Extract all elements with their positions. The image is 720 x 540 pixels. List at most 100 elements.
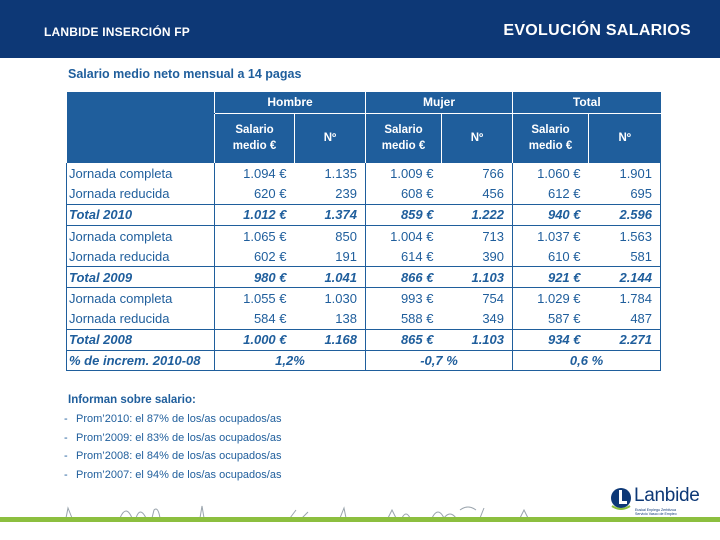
- salary-cell: 610 €: [512, 246, 589, 267]
- count-cell: 754: [441, 287, 514, 309]
- salary-cell: 1.009 €: [365, 163, 442, 184]
- count-cell: 2.271: [588, 328, 662, 351]
- header-bar: LANBIDE INSERCIÓN FP EVOLUCIÓN SALARIOS: [0, 0, 720, 58]
- count-cell: 2.144: [588, 266, 662, 289]
- count-cell: 1.784: [588, 287, 662, 309]
- count-cell: 1.041: [294, 266, 366, 289]
- info-item-text: Prom’2009: el 83% de los/as ocupados/as: [76, 431, 282, 444]
- salary-cell: 1.055 €: [214, 287, 295, 309]
- info-item: - Prom’2010: el 87% de los/as ocupados/as: [64, 410, 282, 429]
- row-label: Jornada reducida: [66, 308, 215, 330]
- table-row: Jornada completa 1.055 €1.030 993 €754 1.02…: [66, 287, 662, 309]
- table-row: Jornada reducida 602 €191 614 €390 610 €581: [66, 246, 662, 267]
- bullet: -: [64, 413, 68, 425]
- salary-table: Hombre Mujer Total Salario medio € Nº Sa…: [66, 92, 662, 372]
- count-cell: 191: [294, 246, 366, 267]
- salary-cell: 620 €: [214, 183, 295, 205]
- logo-sub-line: Servicio Vasco de Empleo: [635, 512, 677, 516]
- table-row: Jornada completa 1.065 €850 1.004 €713 1.03…: [66, 225, 662, 247]
- count-cell: 766: [441, 163, 514, 184]
- subheader-count-mujer: Nº: [440, 113, 513, 163]
- group-header-total: Total: [512, 92, 661, 114]
- count-cell: 1.222: [441, 204, 514, 226]
- count-cell: 1.374: [294, 204, 366, 226]
- count-cell: 1.135: [294, 163, 366, 184]
- salary-cell: 934 €: [512, 328, 589, 351]
- subheader-count-hombre: Nº: [294, 113, 366, 163]
- count-cell: 349: [441, 308, 514, 330]
- table-row: Jornada reducida 620 €239 608 €456 612 €695: [66, 183, 662, 205]
- count-cell: 138: [294, 308, 366, 330]
- group-header-hombre: Hombre: [214, 92, 366, 114]
- lanbide-logo-subtext: Euskal Enplegu Zerbitzua Servicio Vasco …: [635, 508, 707, 516]
- info-item: - Prom’2008: el 84% de los/as ocupados/as: [64, 447, 282, 466]
- info-section: Informan sobre salario: - Prom’2010: el 8…: [64, 394, 282, 485]
- bullet: -: [64, 468, 68, 481]
- row-label: Jornada completa: [66, 287, 215, 309]
- salary-cell: 1.000 €: [214, 328, 295, 351]
- salary-cell: 993 €: [365, 287, 442, 309]
- salary-cell: 921 €: [512, 266, 589, 289]
- salary-cell: 1.012 €: [214, 204, 295, 226]
- info-item-text: Prom’2008: el 84% de los/as ocupados/as: [76, 450, 282, 463]
- row-label: Total 2008: [66, 328, 215, 351]
- count-cell: 456: [441, 183, 514, 205]
- count-cell: 1.168: [294, 328, 366, 351]
- row-label: Jornada reducida: [66, 246, 215, 267]
- row-label: Jornada reducida: [66, 183, 215, 205]
- salary-cell: 1.037 €: [512, 225, 589, 247]
- count-cell: 239: [294, 183, 366, 205]
- count-cell: 695: [588, 183, 662, 205]
- salary-cell: 584 €: [214, 308, 295, 330]
- header-left-title: LANBIDE INSERCIÓN FP: [44, 25, 191, 39]
- count-cell: 1.901: [588, 163, 662, 184]
- salary-cell: 1.004 €: [365, 225, 442, 247]
- info-item: - Prom’2007: el 94% de los/as ocupados/as: [64, 466, 282, 485]
- salary-cell: 602 €: [214, 246, 295, 267]
- count-cell: 713: [441, 225, 514, 247]
- table-increment-row: % de increm. 2010-08 1,2% -0,7 % 0,6 %: [66, 350, 662, 372]
- row-label: Total 2010: [66, 204, 215, 226]
- salary-cell: 612 €: [512, 183, 589, 205]
- row-label: Jornada completa: [66, 225, 215, 247]
- salary-cell: 1.065 €: [214, 225, 295, 247]
- table-row: Jornada completa 1.094 €1.135 1.009 €766 1.…: [66, 163, 662, 184]
- salary-cell: 614 €: [365, 246, 442, 267]
- bullet: -: [64, 431, 68, 444]
- header-corner: [66, 92, 215, 114]
- salary-cell: 865 €: [365, 328, 442, 351]
- logo-sub-line: Euskal Enplegu Zerbitzua: [635, 508, 676, 512]
- bullet: -: [64, 450, 68, 463]
- salary-cell: 980 €: [214, 266, 295, 289]
- salary-cell: 588 €: [365, 308, 442, 330]
- footer-sketch-decoration: [65, 505, 529, 519]
- count-cell: 581: [588, 246, 662, 267]
- salary-cell: 1.094 €: [214, 163, 295, 184]
- header-corner-sub: [66, 113, 215, 163]
- subheader-salary-hombre: Salario medio €: [214, 113, 295, 163]
- table-total-row: Total 2008 1.000 €1.168 865 €1.103 934 €2.2…: [66, 328, 662, 351]
- table-subtitle: Salario medio neto mensual a 14 pagas: [68, 67, 302, 81]
- salary-cell: 866 €: [365, 266, 442, 289]
- info-title: Informan sobre salario:: [68, 394, 196, 406]
- subheader-count-total: Nº: [588, 113, 661, 163]
- row-label: Jornada completa: [66, 163, 215, 184]
- subheader-salary-total: Salario medio €: [512, 113, 589, 163]
- header-right-title: EVOLUCIÓN SALARIOS: [503, 22, 691, 39]
- salary-cell: 1.060 €: [512, 163, 589, 184]
- info-item-text: Prom’2007: el 94% de los/as ocupados/as: [76, 468, 282, 481]
- lanbide-logo-text: Lanbide: [634, 485, 700, 506]
- row-label: % de increm. 2010-08: [66, 350, 215, 372]
- salary-cell: 940 €: [512, 204, 589, 226]
- lanbide-logo-icon: [611, 488, 631, 510]
- count-cell: 850: [294, 225, 366, 247]
- info-item: - Prom’2009: el 83% de los/as ocupados/as: [64, 429, 282, 448]
- info-item-text: Prom’2010: el 87% de los/as ocupados/as: [76, 413, 282, 425]
- table-body: Jornada completa 1.094 €1.135 1.009 €766 1.…: [66, 163, 662, 372]
- increment-cell: -0,7 %: [364, 350, 514, 372]
- table-total-row: Total 2010 1.012 €1.374 859 €1.222 940 €2.5…: [66, 204, 662, 226]
- salary-cell: 587 €: [512, 308, 589, 330]
- lanbide-logo: Lanbide Euskal Enplegu Zerbitzua Servici…: [610, 484, 710, 518]
- footer-green-line: [0, 517, 720, 522]
- subheader-salary-mujer: Salario medio €: [365, 113, 442, 163]
